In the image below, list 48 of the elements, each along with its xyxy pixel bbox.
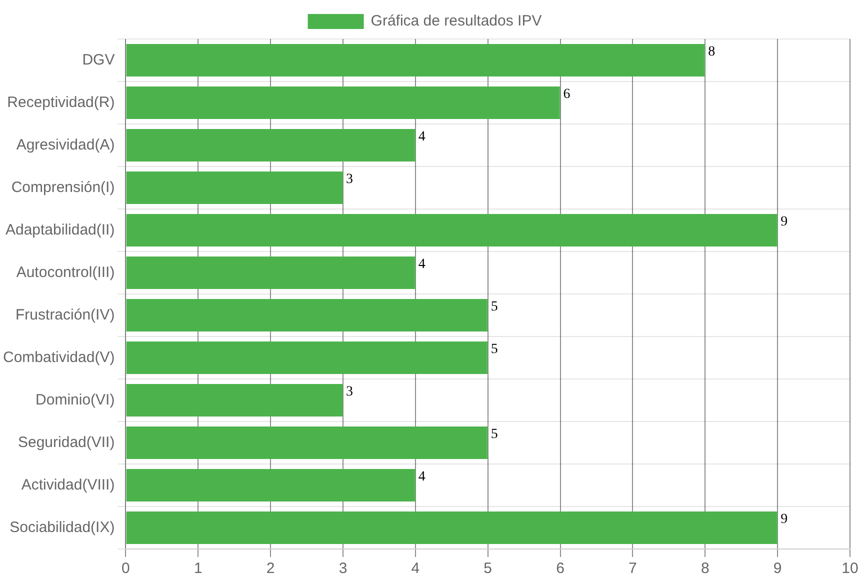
y-tick-label: Dominio(VI) xyxy=(36,391,115,408)
x-tick-label: 8 xyxy=(700,560,710,578)
bar xyxy=(126,86,560,120)
y-tick-label: DGV xyxy=(82,51,115,68)
x-tick-label: 5 xyxy=(484,560,492,578)
data-label: 6 xyxy=(563,87,570,102)
x-tick-label: 1 xyxy=(194,560,202,578)
bar xyxy=(126,511,778,544)
y-tick-label: Seguridad(VII) xyxy=(18,434,115,451)
x-tick-label: 2 xyxy=(266,560,275,578)
x-tick-label: 0 xyxy=(122,560,130,578)
bar xyxy=(126,256,416,290)
data-label: 3 xyxy=(346,172,353,188)
bar xyxy=(126,468,416,502)
x-tick-label: 10 xyxy=(842,560,858,578)
y-tick-label: Combatividad(V) xyxy=(2,348,115,366)
data-label: 5 xyxy=(490,300,498,315)
bar xyxy=(126,426,488,460)
data-label: 3 xyxy=(346,384,353,400)
y-tick-label: Actividad(VIII) xyxy=(21,476,115,494)
data-label: 5 xyxy=(490,342,498,358)
x-tick-label: 9 xyxy=(773,560,782,578)
bar xyxy=(126,171,343,204)
bar xyxy=(126,341,488,374)
y-tick-label: Sociabilidad(IX) xyxy=(10,518,115,536)
data-label: 9 xyxy=(780,512,788,528)
x-tick-label: 7 xyxy=(628,560,637,578)
y-tick-label: Comprensión(I) xyxy=(11,178,115,196)
y-tick-label: Frustración(IV) xyxy=(16,306,115,324)
legend-label: Gráfica de resultados IPV xyxy=(370,12,542,30)
x-tick-label: 6 xyxy=(556,560,564,578)
y-tick-label: Autocontrol(III) xyxy=(16,264,115,281)
bar xyxy=(126,298,488,332)
data-label: 4 xyxy=(418,257,426,272)
bar xyxy=(126,44,706,77)
data-label: 4 xyxy=(418,470,426,485)
data-label: 9 xyxy=(780,214,788,230)
y-tick-label: Agresividad(A) xyxy=(16,136,115,154)
x-tick-label: 4 xyxy=(411,560,420,578)
bar xyxy=(126,384,343,417)
y-tick-label: Receptividad(R) xyxy=(7,94,115,111)
y-tick-label: Adaptabilidad(II) xyxy=(5,221,115,238)
data-label: 5 xyxy=(490,427,498,442)
bar xyxy=(126,128,416,162)
data-label: 4 xyxy=(418,130,426,145)
bar xyxy=(126,214,778,247)
data-label: 8 xyxy=(708,44,716,60)
x-tick-label: 3 xyxy=(338,560,348,578)
